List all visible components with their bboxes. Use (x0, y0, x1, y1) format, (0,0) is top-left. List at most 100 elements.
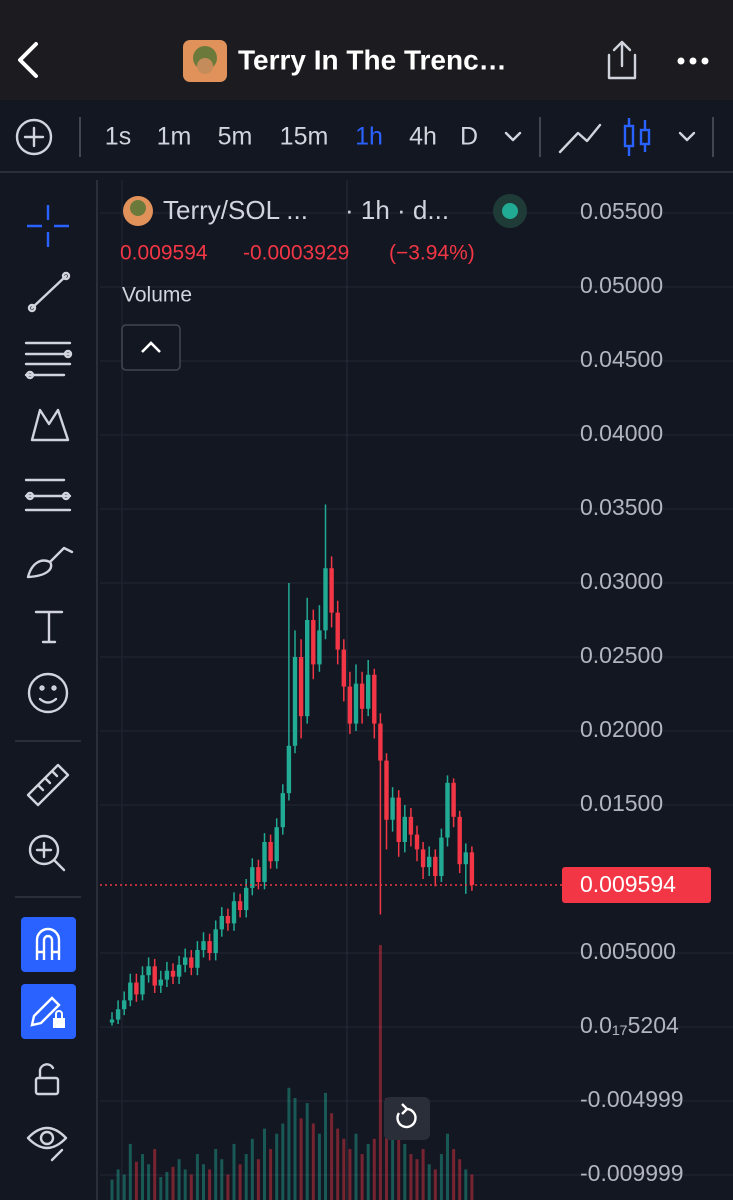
candle-body (256, 867, 261, 882)
more-button[interactable] (677, 57, 709, 65)
y-tick-label: 0.0₁₇5204 (580, 1012, 679, 1038)
timeframe-button[interactable]: 1m (157, 123, 192, 151)
candle-chart-button[interactable] (623, 118, 651, 156)
volume-bar (330, 1113, 334, 1200)
candle-body (396, 797, 401, 842)
chart-type-dropdown[interactable] (678, 131, 696, 142)
candle-body (420, 849, 426, 868)
candle-body (433, 856, 438, 877)
timeframe-button[interactable]: 1s (105, 123, 131, 151)
magnet-toggle-part (21, 917, 76, 972)
emoji-tool-part (38, 697, 58, 704)
header-bar (0, 0, 733, 100)
candle-body (347, 686, 353, 724)
line-chart-button[interactable] (558, 123, 602, 154)
volume-bar (171, 1166, 175, 1200)
volume-label: Volume (122, 284, 192, 307)
candle-body (213, 929, 218, 953)
volume-bar (311, 1123, 315, 1200)
unlock-toggle-part (38, 1063, 55, 1080)
y-tick-label: 0.03500 (580, 494, 663, 520)
more-button-part (677, 57, 685, 65)
unlock-toggle[interactable] (34, 1063, 60, 1096)
y-tick-label: -0.009999 (580, 1160, 684, 1186)
volume-bar (415, 1159, 419, 1200)
candle-body (152, 966, 157, 986)
volume-bar (403, 1143, 407, 1200)
legend-change-pct: (−3.94%) (389, 242, 475, 265)
candle-body (323, 568, 328, 631)
text-tool[interactable] (34, 610, 64, 644)
trend-line-tool[interactable] (27, 271, 71, 313)
back-button-part (18, 42, 38, 78)
line-chart-button-part (558, 123, 602, 154)
volume-bar (299, 1118, 303, 1200)
pattern-tool[interactable] (30, 408, 70, 442)
candle-body (329, 568, 334, 613)
price-axis: 0.05500 0.05000 0.04500 0.04000 0.03500 0.030… (562, 198, 711, 1186)
visibility-toggle-part (39, 1130, 55, 1146)
volume-bar (134, 1161, 138, 1200)
candle-body (237, 901, 243, 911)
candle-body (170, 970, 176, 977)
emoji-tool-part (51, 685, 57, 691)
volume-bar (324, 1092, 327, 1200)
fib-tool-part (24, 341, 72, 377)
ruler-tool[interactable] (26, 763, 70, 807)
fib-tool[interactable] (24, 341, 73, 380)
volume-bar (397, 1123, 401, 1200)
y-tick-label: 0.02500 (580, 642, 663, 668)
collapse-legend-button-part (121, 324, 181, 371)
volume-bar (256, 1159, 260, 1200)
candle-body (134, 982, 139, 995)
candle-body (274, 827, 279, 862)
volume-bar (275, 1133, 279, 1200)
candle-body (207, 941, 212, 953)
volume-bar (354, 1133, 358, 1200)
candle-body (439, 837, 444, 877)
token-avatar-part (197, 58, 213, 74)
candle-body (372, 674, 377, 724)
collapse-legend-button[interactable] (121, 324, 181, 371)
timeframe-button[interactable]: 4h (409, 123, 437, 151)
lock-drawings-toggle[interactable] (21, 984, 76, 1039)
visibility-toggle[interactable] (26, 1126, 68, 1162)
reset-chart-button[interactable] (384, 1097, 430, 1140)
chart-type-dropdown-part (678, 131, 696, 142)
candle-body (445, 782, 450, 838)
volume-bar (452, 1149, 456, 1200)
volume-bar (183, 1169, 187, 1200)
volume-bar (238, 1164, 242, 1200)
magnet-toggle[interactable] (21, 917, 76, 972)
candle-body (250, 867, 255, 888)
unlock-toggle-part (34, 1076, 60, 1096)
timeframe-dropdown[interactable] (504, 131, 522, 142)
candle-body (353, 683, 359, 724)
zoom-tool[interactable] (28, 834, 66, 872)
timeframe-button[interactable]: 5m (218, 123, 253, 151)
emoji-tool[interactable] (27, 672, 69, 714)
candle-body (158, 979, 163, 986)
share-button-part (607, 53, 637, 80)
timeframe-button[interactable]: D (460, 123, 478, 151)
volume-bar (348, 1149, 352, 1200)
crosshair-tool[interactable] (27, 205, 69, 247)
volume-bar (464, 1169, 468, 1200)
volume-bar (214, 1149, 218, 1200)
back-button[interactable] (18, 42, 38, 78)
timeframe-button[interactable]: 1h (355, 123, 383, 151)
brush-tool-part (26, 546, 74, 579)
add-indicator-button[interactable] (15, 118, 53, 156)
timeframe-button[interactable]: 15m (280, 123, 329, 151)
zoom-tool-part (28, 834, 60, 866)
projection-tool[interactable] (24, 478, 72, 512)
share-button[interactable] (607, 40, 637, 80)
market-status (493, 194, 527, 228)
brush-tool[interactable] (26, 546, 74, 579)
candle-body (463, 852, 468, 865)
volume-bar (232, 1143, 236, 1200)
candle-body (390, 797, 395, 820)
volume-bar (391, 1133, 395, 1200)
candle-body (341, 649, 346, 687)
